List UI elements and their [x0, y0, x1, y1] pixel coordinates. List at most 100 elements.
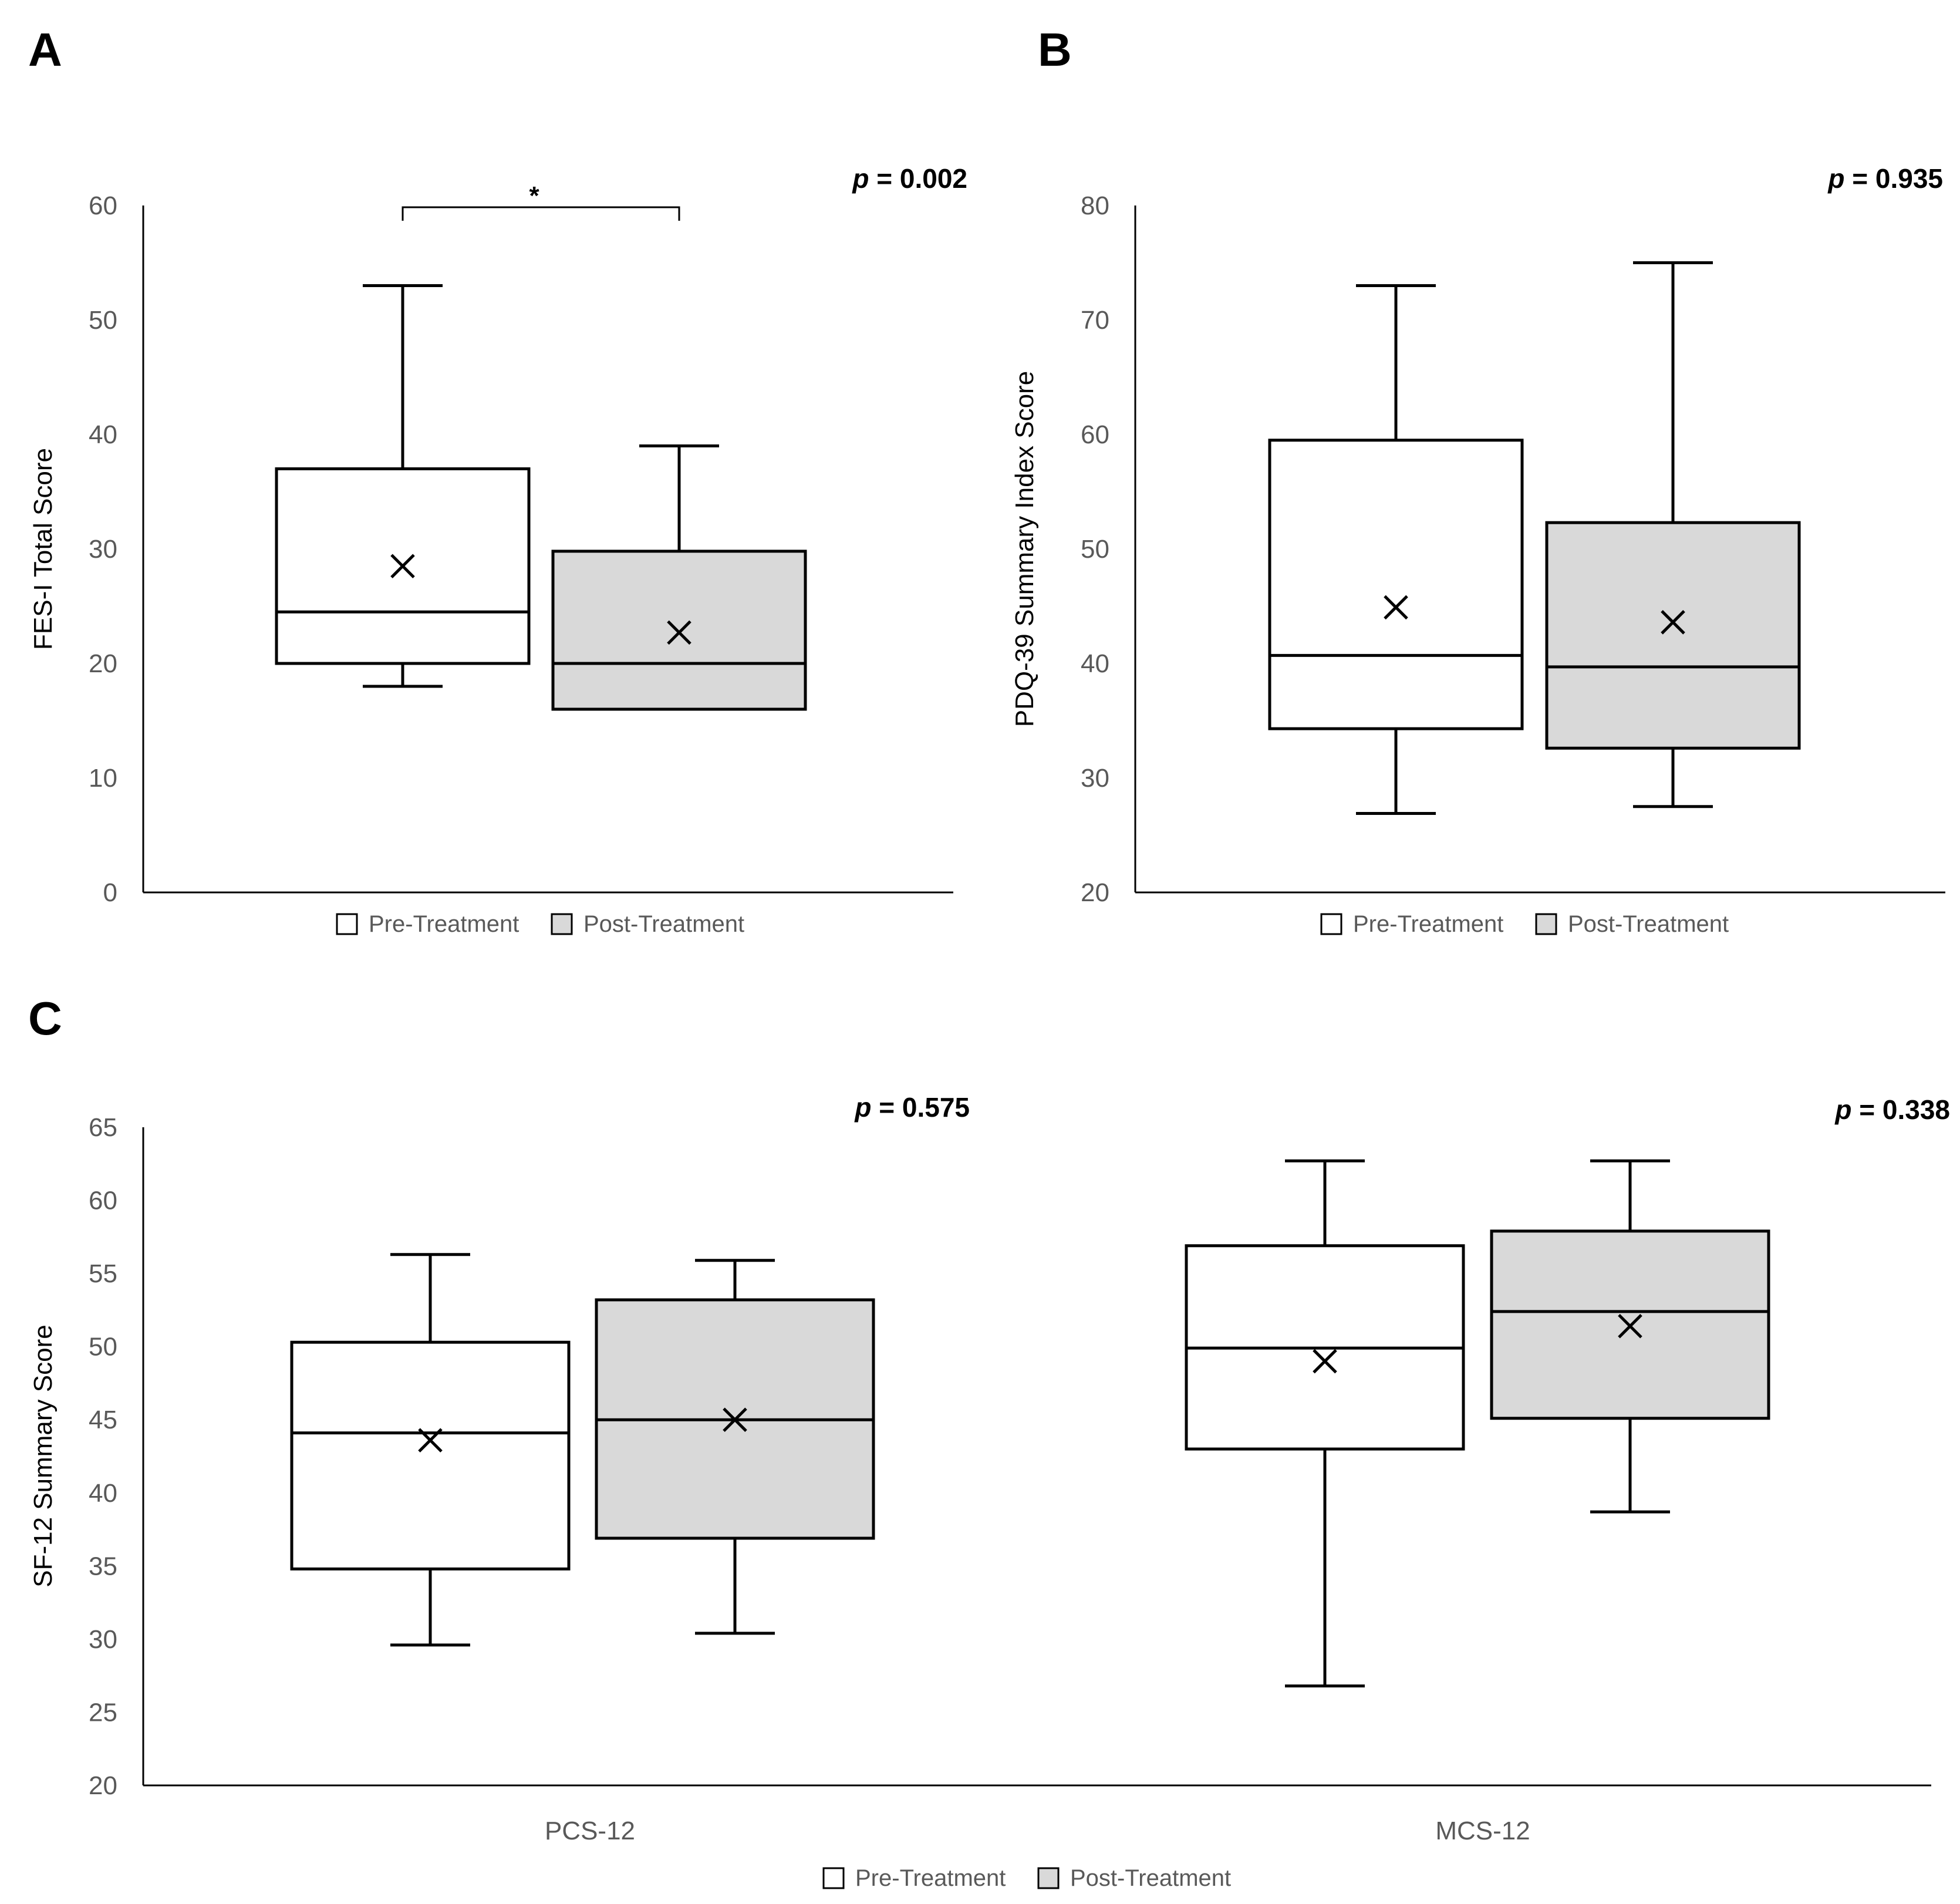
y-tick-label: 30 — [1081, 764, 1109, 793]
mean-marker-stroke — [418, 1428, 443, 1453]
mean-marker-stroke — [1618, 1314, 1642, 1339]
mean-marker — [1313, 1349, 1337, 1374]
iqr-box — [551, 550, 807, 711]
y-tick-label: 55 — [89, 1259, 117, 1288]
iqr-box — [290, 1340, 571, 1571]
mean-marker — [1384, 595, 1408, 620]
y-axis-ticks-a: 0 10 20 30 40 50 60 — [89, 191, 117, 907]
panel-b: B 20 30 40 50 60 70 80 PDQ-39 Summary Index Sc… — [1010, 23, 1945, 937]
y-tick-label: 30 — [89, 535, 117, 564]
mean-marker — [1661, 610, 1685, 635]
iqr-box — [1268, 439, 1524, 730]
p-value-prefix-pcs: p — [854, 1092, 871, 1123]
mean-marker-stroke — [390, 554, 415, 579]
legend-swatch-pre-b — [1320, 913, 1342, 935]
box-plot-marks-c — [290, 1159, 1770, 1688]
legend-label-pre-c: Pre-Treatment — [855, 1865, 1006, 1891]
legend-label-post-b: Post-Treatment — [1568, 911, 1729, 937]
p-value-text-b: = 0.935 — [1844, 163, 1943, 194]
p-value-mcs: p = 0.338 — [1834, 1094, 1950, 1125]
legend-label-pre-a: Pre-Treatment — [369, 911, 519, 937]
y-tick-label: 40 — [89, 1479, 117, 1508]
panel-c: C 20 25 30 35 40 45 50 55 60 65 SF-12 Summary Sco… — [28, 992, 1950, 1891]
p-value-text-mcs: = 0.338 — [1851, 1094, 1950, 1125]
mean-marker-stroke — [1313, 1349, 1337, 1374]
y-tick-label: 45 — [89, 1406, 117, 1434]
mean-marker-stroke — [723, 1407, 747, 1432]
p-value-a: p = 0.002 — [851, 163, 967, 194]
y-tick-label: 30 — [89, 1625, 117, 1654]
box-pcs-12-pre-treatment — [290, 1253, 571, 1647]
box-mcs-12-post-treatment — [1490, 1159, 1770, 1514]
category-label-mcs-12: MCS-12 — [1435, 1817, 1530, 1845]
significance-bracket-a — [402, 206, 680, 221]
legend-label-post-c: Post-Treatment — [1070, 1865, 1231, 1891]
y-axis-ticks-c: 20 25 30 35 40 45 50 55 60 65 — [89, 1113, 117, 1800]
box-pre-treatment — [275, 284, 531, 688]
y-tick-label: 0 — [103, 878, 117, 907]
p-value-text-pcs: = 0.575 — [871, 1092, 970, 1123]
legend-swatch-pre-a — [336, 913, 358, 935]
y-axis-ticks-b: 20 30 40 50 60 70 80 — [1081, 191, 1109, 907]
p-value-prefix-mcs: p — [1834, 1094, 1851, 1125]
box-post-treatment — [551, 444, 807, 711]
box-plot-marks-b — [1268, 261, 1801, 815]
legend-swatch-post-a — [551, 913, 573, 935]
mean-marker-stroke — [1661, 610, 1685, 635]
y-tick-label: 20 — [1081, 878, 1109, 907]
y-tick-label: 50 — [89, 306, 117, 335]
mean-marker — [418, 1428, 443, 1453]
y-tick-label: 40 — [1081, 649, 1109, 678]
y-tick-label: 65 — [89, 1113, 117, 1142]
y-tick-label: 35 — [89, 1552, 117, 1581]
legend-c: Pre-Treatment Post-Treatment — [822, 1865, 1231, 1891]
iqr-box — [1545, 521, 1801, 750]
y-tick-label: 25 — [89, 1698, 117, 1727]
box-mcs-12-pre-treatment — [1185, 1159, 1465, 1688]
y-tick-label: 10 — [89, 764, 117, 793]
y-tick-label: 70 — [1081, 306, 1109, 335]
p-value-pcs: p = 0.575 — [854, 1092, 970, 1123]
y-tick-label: 50 — [1081, 535, 1109, 564]
y-axis-label-b: PDQ-39 Summary Index Score — [1010, 371, 1039, 727]
mean-marker — [667, 620, 691, 645]
iqr-box — [275, 467, 531, 665]
box-pcs-12-post-treatment — [595, 1259, 875, 1635]
box-plot-marks-a — [275, 284, 807, 711]
y-tick-label: 80 — [1081, 191, 1109, 220]
y-tick-label: 20 — [89, 1771, 117, 1800]
mean-marker-stroke — [667, 620, 691, 645]
y-axis-label-a: FES-I Total Score — [29, 448, 58, 650]
legend-label-post-a: Post-Treatment — [583, 911, 744, 937]
p-value-prefix-a: p — [851, 163, 869, 194]
y-tick-label: 20 — [89, 649, 117, 678]
legend-a: Pre-Treatment Post-Treatment — [336, 911, 744, 937]
p-value-b: p = 0.935 — [1827, 163, 1943, 194]
box-pre-treatment — [1268, 284, 1524, 815]
legend-b: Pre-Treatment Post-Treatment — [1320, 911, 1729, 937]
y-tick-label: 60 — [89, 191, 117, 220]
category-label-pcs-12: PCS-12 — [545, 1817, 635, 1845]
y-tick-label: 60 — [89, 1187, 117, 1215]
panel-letter-b: B — [1038, 23, 1072, 76]
panel-letter-a: A — [28, 23, 62, 76]
panel-a: A 0 10 20 30 40 50 60 FES-I Total Score p = 0.… — [28, 23, 967, 937]
y-tick-label: 40 — [89, 420, 117, 449]
y-tick-label: 60 — [1081, 420, 1109, 449]
significance-star-a: * — [529, 181, 539, 210]
panel-letter-c: C — [28, 992, 62, 1044]
mean-marker — [723, 1407, 747, 1432]
y-tick-label: 50 — [89, 1333, 117, 1362]
p-value-prefix-b: p — [1827, 163, 1844, 194]
legend-label-pre-b: Pre-Treatment — [1353, 911, 1503, 937]
legend-swatch-post-b — [1535, 913, 1557, 935]
p-value-text-a: = 0.002 — [869, 163, 967, 194]
mean-marker — [390, 554, 415, 579]
box-post-treatment — [1545, 261, 1801, 808]
y-axis-label-c: SF-12 Summary Score — [29, 1325, 58, 1587]
legend-swatch-post-c — [1037, 1867, 1060, 1889]
mean-marker-stroke — [1384, 595, 1408, 620]
mean-marker — [1618, 1314, 1642, 1339]
legend-swatch-pre-c — [822, 1867, 845, 1889]
